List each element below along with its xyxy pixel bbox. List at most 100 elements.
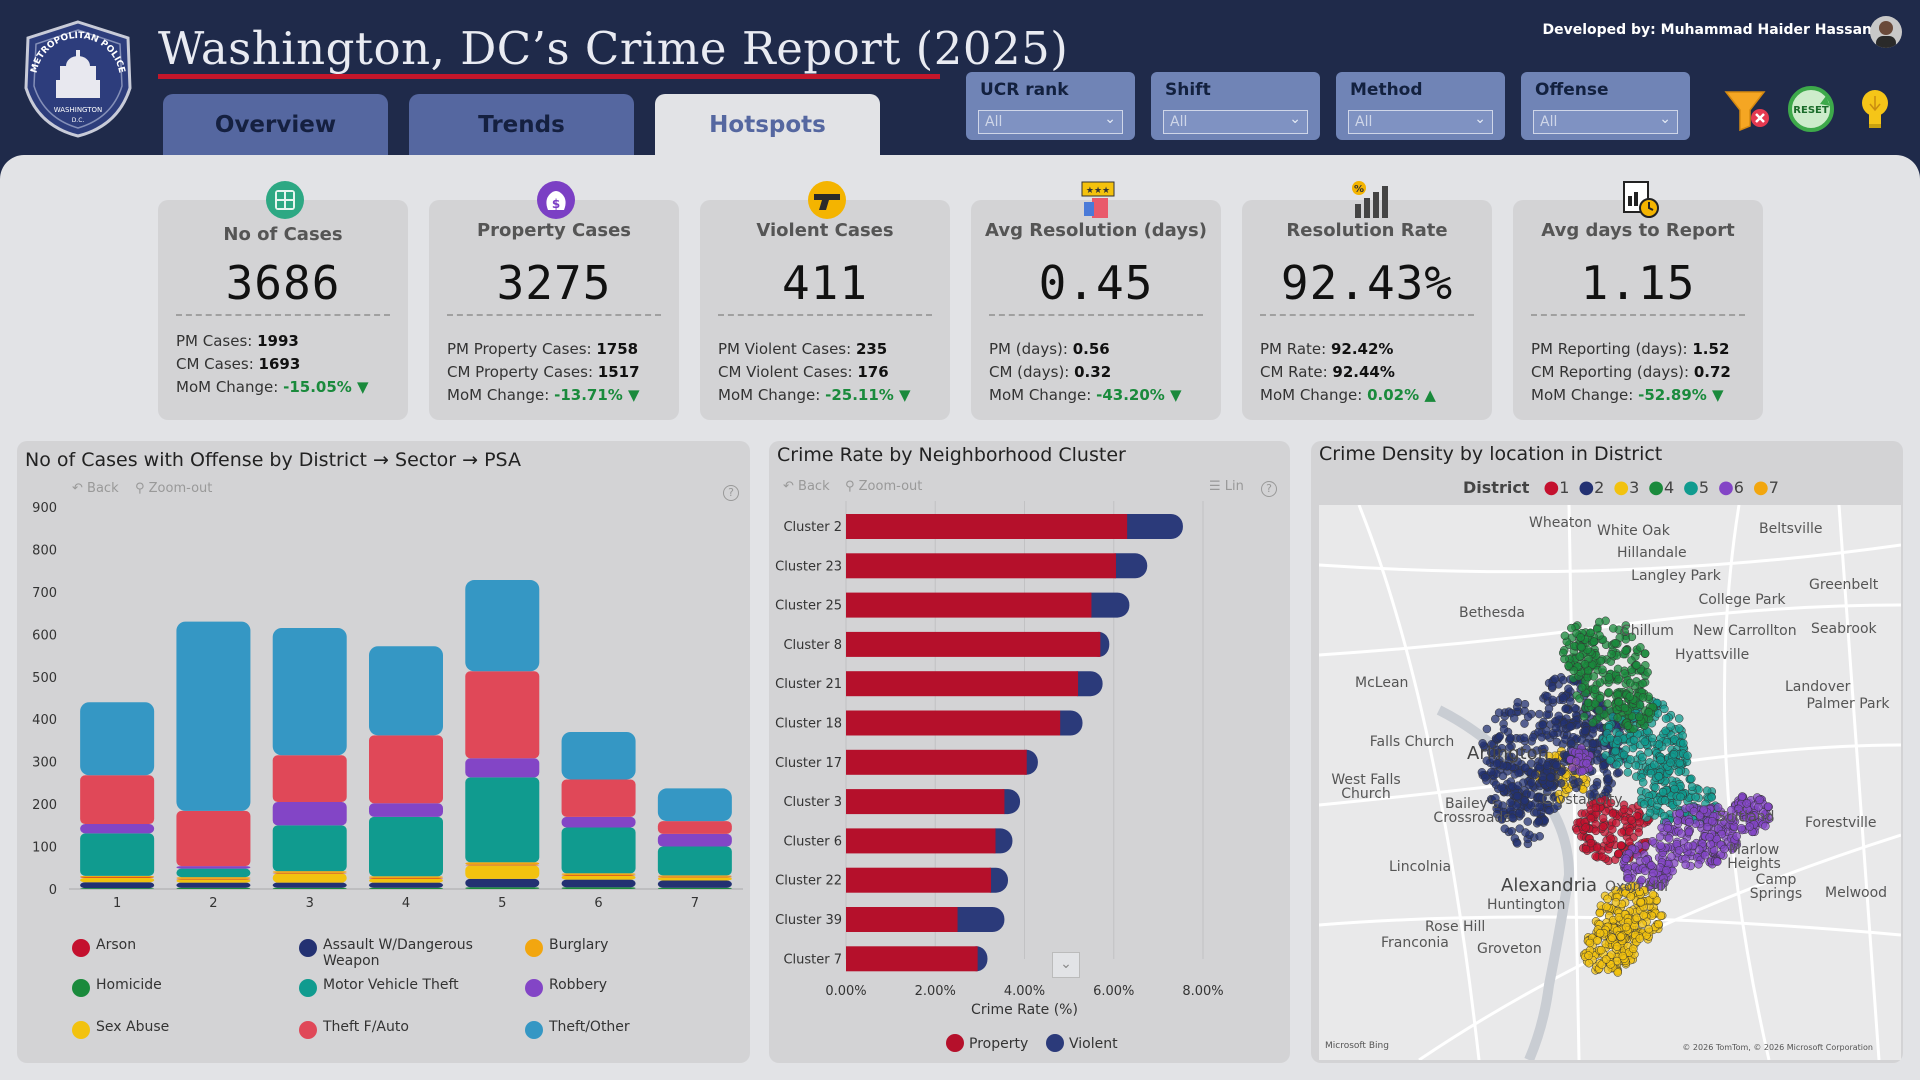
crime-point[interactable] (1560, 631, 1570, 641)
crime-point[interactable] (1638, 778, 1648, 787)
crime-point[interactable] (1654, 919, 1663, 929)
crime-point[interactable] (1577, 683, 1587, 692)
crime-point[interactable] (1596, 945, 1606, 955)
crime-point[interactable] (1677, 829, 1686, 838)
crime-point[interactable] (1732, 832, 1741, 841)
crime-point[interactable] (1676, 792, 1685, 802)
legend-label[interactable]: Violent (1069, 1036, 1118, 1052)
crime-point[interactable] (1747, 812, 1756, 822)
bar-segment-assault-w-dangerous-weapon[interactable] (369, 882, 443, 888)
crime-point[interactable] (1512, 839, 1522, 848)
crime-point[interactable] (1534, 817, 1543, 826)
bar-violent[interactable] (1079, 592, 1130, 618)
crime-point[interactable] (1666, 758, 1675, 767)
crime-point[interactable] (1486, 748, 1496, 757)
crime-point[interactable] (1645, 808, 1655, 818)
crime-point[interactable] (1478, 739, 1487, 748)
bar-segment-burglary[interactable] (657, 875, 732, 877)
lin-toggle[interactable]: ☰ Lin (1209, 479, 1244, 494)
crime-point[interactable] (1596, 656, 1606, 666)
crime-point[interactable] (1603, 894, 1612, 904)
crime-point[interactable] (1605, 733, 1615, 743)
crime-point[interactable] (1589, 672, 1599, 681)
crime-point[interactable] (1664, 834, 1674, 843)
crime-point[interactable] (1598, 822, 1608, 831)
crime-point[interactable] (1611, 898, 1621, 907)
shift-dropdown[interactable]: All ⌄ (1163, 110, 1308, 134)
crime-point[interactable] (1699, 805, 1709, 814)
bar-property[interactable] (846, 789, 1005, 815)
crime-point[interactable] (1497, 815, 1507, 824)
crime-point[interactable] (1614, 768, 1624, 777)
bar-segment-assault-w-dangerous-weapon[interactable] (80, 882, 155, 889)
crime-point[interactable] (1585, 938, 1595, 948)
bar-segment-arson[interactable] (369, 877, 443, 879)
crime-point[interactable] (1685, 817, 1694, 827)
crime-point[interactable] (1612, 942, 1622, 951)
crime-point[interactable] (1649, 868, 1658, 878)
crime-point[interactable] (1516, 747, 1525, 757)
crime-point[interactable] (1586, 838, 1596, 848)
crime-point[interactable] (1597, 852, 1607, 862)
crime-point[interactable] (1679, 738, 1688, 748)
crime-point[interactable] (1523, 712, 1533, 722)
bar-property[interactable] (846, 946, 978, 972)
crime-point[interactable] (1492, 759, 1502, 768)
crime-point[interactable] (1608, 933, 1617, 943)
crime-point[interactable] (1620, 669, 1629, 678)
crime-point[interactable] (1561, 704, 1570, 714)
crime-point[interactable] (1595, 617, 1604, 627)
bar-violent[interactable] (1115, 514, 1183, 539)
crime-point[interactable] (1570, 703, 1580, 713)
lightbulb-icon[interactable] (1850, 84, 1900, 134)
help-icon[interactable]: ? (1261, 481, 1277, 497)
back-button[interactable]: ↶ Back (783, 479, 830, 494)
bar-segment-assault-w-dangerous-weapon[interactable] (657, 880, 732, 888)
crime-point[interactable] (1575, 694, 1584, 703)
bar-segment-motor-vehicle-theft[interactable] (176, 868, 251, 878)
bar-segment-motor-vehicle-theft[interactable] (272, 825, 347, 872)
crime-point[interactable] (1620, 627, 1629, 636)
crime-point[interactable] (1616, 841, 1626, 850)
crime-point[interactable] (1588, 739, 1598, 748)
crime-point[interactable] (1687, 774, 1696, 784)
crime-point[interactable] (1623, 768, 1633, 777)
crime-point[interactable] (1520, 733, 1529, 743)
bar-segment-motor-vehicle-theft[interactable] (369, 816, 443, 877)
bar-violent[interactable] (945, 907, 1005, 932)
bar-segment-robbery[interactable] (657, 833, 732, 847)
crime-point[interactable] (1613, 968, 1623, 977)
crime-point[interactable] (1639, 911, 1648, 920)
crime-point[interactable] (1648, 733, 1657, 743)
crime-point[interactable] (1613, 713, 1622, 722)
bar-segment-arson[interactable] (176, 878, 251, 880)
bar-segment-theft-other[interactable] (176, 621, 251, 811)
crime-point[interactable] (1608, 825, 1617, 834)
crime-point[interactable] (1637, 875, 1646, 885)
crime-point[interactable] (1694, 845, 1704, 854)
crime-point[interactable] (1606, 834, 1615, 843)
crime-point[interactable] (1667, 852, 1676, 861)
bar-segment-sex-abuse[interactable] (657, 877, 732, 881)
crime-point[interactable] (1761, 821, 1770, 831)
crime-point[interactable] (1651, 783, 1660, 792)
bar-segment-homicide[interactable] (80, 888, 155, 889)
crime-point[interactable] (1675, 809, 1684, 818)
crime-point[interactable] (1678, 731, 1687, 740)
crime-point[interactable] (1614, 697, 1623, 707)
crime-point[interactable] (1576, 633, 1585, 642)
bar-property[interactable] (846, 671, 1079, 697)
bar-segment-theft-other[interactable] (657, 788, 732, 822)
crime-point[interactable] (1577, 767, 1587, 776)
crime-point[interactable] (1611, 746, 1620, 756)
bar-segment-burglary[interactable] (465, 862, 540, 865)
crime-point[interactable] (1583, 698, 1593, 708)
crime-point[interactable] (1683, 841, 1693, 851)
crime-point[interactable] (1638, 919, 1647, 929)
ucr-rank-dropdown[interactable]: All ⌄ (978, 110, 1123, 134)
crime-point[interactable] (1669, 749, 1679, 759)
crime-point[interactable] (1486, 767, 1496, 777)
crime-point[interactable] (1629, 735, 1639, 745)
crime-point[interactable] (1654, 772, 1664, 781)
map-legend-item[interactable]: ●2 (1578, 477, 1605, 498)
